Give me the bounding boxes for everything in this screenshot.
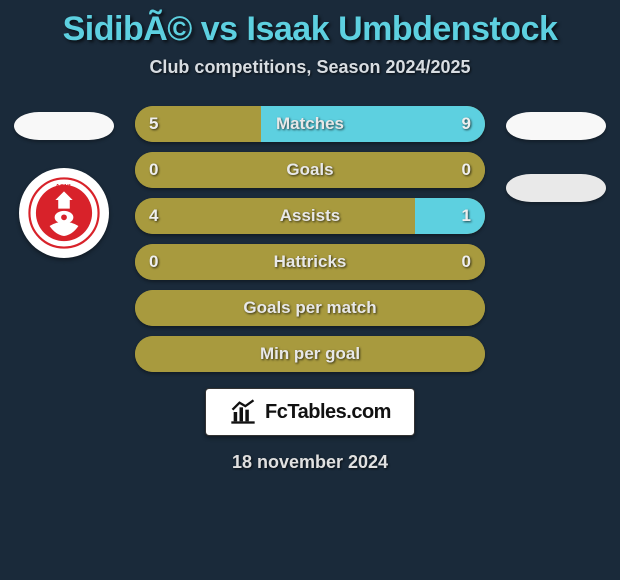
stat-value-left: 0 — [149, 244, 158, 280]
asnl-logo-icon: ASNL — [28, 177, 100, 249]
right-flag-row-2 — [501, 168, 611, 208]
stat-bar: Assists4 1 — [135, 198, 485, 234]
club-badge-left: ASNL — [19, 168, 109, 258]
comparison-subtitle: Club competitions, Season 2024/2025 — [149, 57, 470, 78]
right-flag-row-1 — [501, 106, 611, 146]
stat-label: Assists — [135, 198, 485, 234]
branding-box[interactable]: FcTables.com — [205, 388, 415, 436]
stat-bar: Goals0 0 — [135, 152, 485, 188]
stat-bar: Min per goal — [135, 336, 485, 372]
stat-bar: Goals per match — [135, 290, 485, 326]
stat-bar: Hattricks0 0 — [135, 244, 485, 280]
svg-text:ASNL: ASNL — [55, 184, 73, 191]
stat-value-right: 0 — [462, 244, 471, 280]
branding-text: FcTables.com — [265, 401, 391, 424]
chart-icon — [229, 398, 257, 426]
right-badges-col — [501, 106, 611, 208]
stat-value-right: 9 — [462, 106, 471, 142]
stat-label: Matches — [135, 106, 485, 142]
stat-bars: Matches59Goals00Assists41Hattricks00Goal… — [135, 106, 485, 372]
stat-label: Hattricks — [135, 244, 485, 280]
stat-bar: Matches5 9 — [135, 106, 485, 142]
snapshot-date: 18 november 2024 — [232, 452, 388, 473]
stats-wrap: ASNL Matches59Goals00Assists41Hattricks0… — [0, 106, 620, 372]
stat-value-right: 0 — [462, 152, 471, 188]
stat-value-left: 0 — [149, 152, 158, 188]
stat-label: Goals per match — [135, 290, 485, 326]
country-flag-right-1 — [506, 112, 606, 140]
left-flag-row — [9, 106, 119, 146]
left-badges-col: ASNL — [9, 106, 119, 258]
stat-label: Goals — [135, 152, 485, 188]
country-flag-left — [14, 112, 114, 140]
country-flag-right-2 — [506, 174, 606, 202]
stat-value-left: 5 — [149, 106, 158, 142]
stat-value-right: 1 — [462, 198, 471, 234]
comparison-title: SidibÃ© vs Isaak Umbdenstock — [63, 10, 558, 49]
stat-value-left: 4 — [149, 198, 158, 234]
stat-label: Min per goal — [135, 336, 485, 372]
